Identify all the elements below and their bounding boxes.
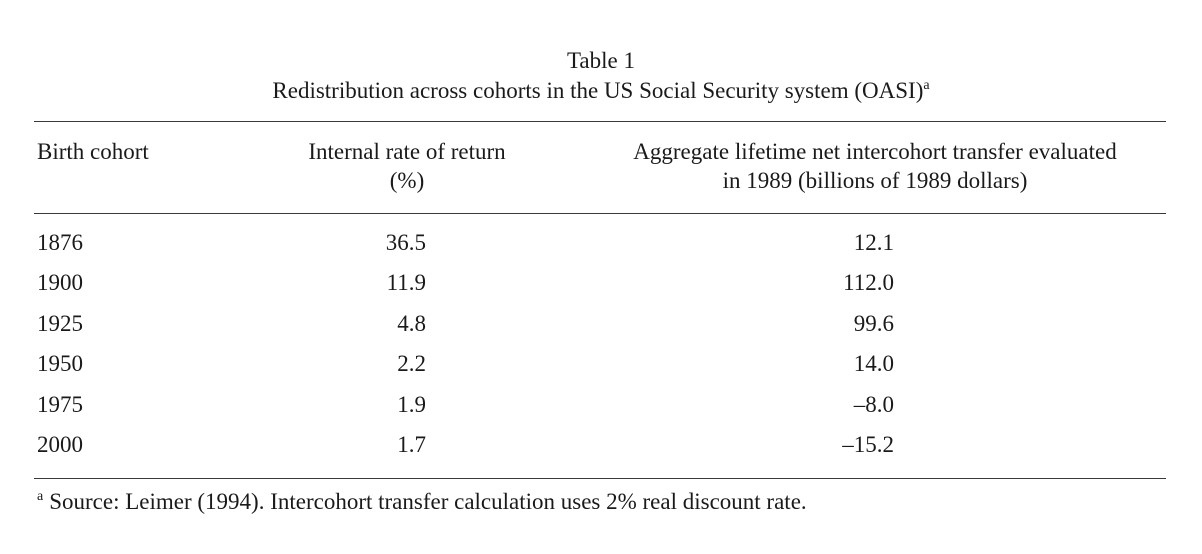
table-row: 1876 36.5 12.1 [0, 226, 1202, 266]
cell-net-transfer: 99.6 [853, 310, 894, 336]
cell-internal-rate: 2.2 [397, 351, 426, 377]
table-top-rule [34, 121, 1166, 122]
table-row: 2000 1.7 –15.2 [0, 428, 1202, 468]
table-row: 1975 1.9 –8.0 [0, 388, 1202, 428]
header-aggregate-transfer: Aggregate lifetime net intercohort trans… [580, 137, 1170, 195]
cell-birth-cohort: 2000 [37, 431, 83, 457]
table-body: 1876 36.5 12.1 1900 11.9 112.0 1925 4.8 … [0, 226, 1202, 468]
table-row: 1900 11.9 112.0 [0, 266, 1202, 306]
table-row: 1950 2.2 14.0 [0, 347, 1202, 387]
cell-internal-rate: 1.9 [397, 391, 426, 417]
table-caption-text: Redistribution across cohorts in the US … [272, 78, 924, 103]
header-transfer-line1: Aggregate lifetime net intercohort trans… [633, 139, 1117, 164]
cell-net-transfer: 112.0 [843, 270, 894, 296]
cell-birth-cohort: 1975 [37, 391, 83, 417]
footnote-text: Source: Leimer (1994). Intercohort trans… [49, 489, 807, 514]
cell-internal-rate: 1.7 [397, 431, 426, 457]
cell-internal-rate: 4.8 [397, 310, 426, 336]
cell-birth-cohort: 1900 [37, 270, 83, 296]
cell-net-transfer: –15.2 [842, 431, 894, 457]
header-internal-rate-of-return: Internal rate of return (%) [262, 137, 552, 195]
table-caption-note-marker: a [923, 78, 930, 93]
header-irr-line1: Internal rate of return [308, 139, 506, 164]
table-header-rule [34, 213, 1166, 214]
table-caption: Redistribution across cohorts in the US … [0, 78, 1202, 104]
cell-birth-cohort: 1925 [37, 310, 83, 336]
cell-internal-rate: 11.9 [386, 270, 426, 296]
header-irr-line2: (%) [389, 168, 425, 193]
footnote-marker: a [37, 489, 44, 504]
cell-internal-rate: 36.5 [385, 230, 426, 255]
cell-birth-cohort: 1876 [37, 230, 83, 255]
table-footnote: a Source: Leimer (1994). Intercohort tran… [37, 488, 807, 516]
header-transfer-line2: in 1989 (billions of 1989 dollars) [722, 168, 1028, 193]
header-birth-cohort: Birth cohort [37, 139, 149, 164]
cell-net-transfer: 12.1 [853, 230, 894, 255]
cell-net-transfer: 14.0 [853, 351, 894, 377]
table-row: 1925 4.8 99.6 [0, 307, 1202, 347]
table-bottom-rule [34, 478, 1166, 479]
table-label: Table 1 [566, 48, 635, 73]
cell-birth-cohort: 1950 [37, 351, 83, 377]
cell-net-transfer: –8.0 [853, 391, 894, 417]
